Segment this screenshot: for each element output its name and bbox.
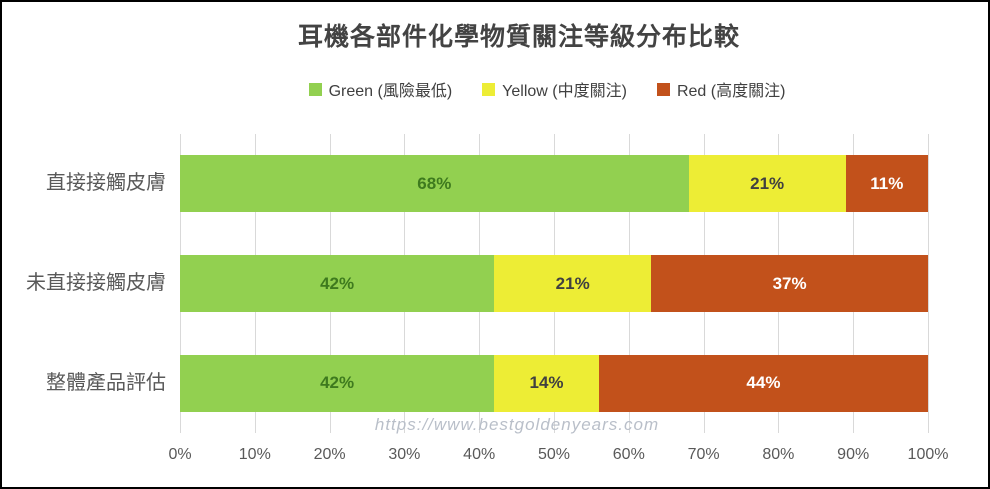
category-label: 直接接觸皮膚 <box>46 172 166 195</box>
bar-value-label: 42% <box>320 273 355 293</box>
category-label: 未直接接觸皮膚 <box>26 272 166 294</box>
x-tick-label: 70% <box>687 446 720 463</box>
legend-item-green: Green (風險最低) <box>308 77 453 101</box>
gridline <box>928 134 929 433</box>
x-tick-label: 50% <box>537 446 571 463</box>
legend-label: Green (風險最低) <box>328 83 453 100</box>
bar-value-label: 44% <box>746 373 781 393</box>
legend-label: Yellow (中度關注) <box>502 83 627 100</box>
bar-segment-green: 42% <box>180 255 495 312</box>
x-tick-label: 80% <box>762 446 795 463</box>
x-tick-label: 40% <box>463 446 496 463</box>
legend: Green (風險最低) Yellow (中度關注) Red (高度關注) <box>2 77 988 101</box>
x-tick-label: 30% <box>388 446 421 463</box>
x-tick-label: 100% <box>907 446 949 463</box>
legend-item-red: Red (高度關注) <box>656 77 786 101</box>
bar-value-label: 42% <box>320 373 355 393</box>
legend-label: Red (高度關注) <box>676 83 786 100</box>
legend-swatch-icon <box>656 82 670 96</box>
legend-swatch-icon <box>308 82 322 96</box>
bar-segment-red: 44% <box>598 354 928 412</box>
bar-value-label: 37% <box>772 273 807 293</box>
bar-segment-red: 11% <box>845 155 928 213</box>
legend-swatch-icon <box>482 82 496 96</box>
bar-row: 68% 21% 11% <box>180 155 928 213</box>
x-tick-label: 0% <box>168 446 192 463</box>
bar-segment-red: 37% <box>651 255 928 312</box>
x-tick-label: 90% <box>837 446 870 463</box>
bar-value-label: 14% <box>529 373 564 393</box>
bar-segment-yellow: 21% <box>494 255 652 312</box>
x-tick-label: 20% <box>313 446 346 463</box>
bar-segment-green: 68% <box>180 155 689 213</box>
x-tick-label: 60% <box>612 446 645 463</box>
watermark: https://www.bestgoldenyears.com <box>374 415 660 434</box>
bar-value-label: 68% <box>417 173 452 193</box>
bar-segment-yellow: 14% <box>494 354 599 412</box>
bar-segment-yellow: 21% <box>688 155 846 213</box>
x-tick-label: 10% <box>238 446 271 463</box>
bar-value-label: 21% <box>555 273 590 293</box>
category-label: 整體產品評估 <box>46 371 166 394</box>
legend-item-yellow: Yellow (中度關注) <box>482 77 627 101</box>
bar-row: 42% 14% 44% <box>180 354 928 412</box>
bar-value-label: 21% <box>750 173 785 193</box>
chart-title: 耳機各部件化學物質關注等級分布比較 <box>297 24 740 51</box>
bar-segment-green: 42% <box>180 354 495 412</box>
bar-value-label: 11% <box>870 173 904 193</box>
bar-row: 42% 21% 37% <box>180 255 928 312</box>
